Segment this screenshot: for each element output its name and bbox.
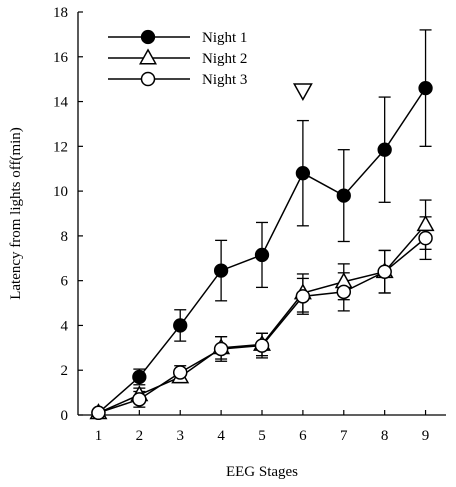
data-point	[336, 188, 351, 203]
y-ticks: 0 2 4 6 8 10 12 14 16 18	[53, 5, 83, 424]
data-point	[132, 369, 147, 385]
data-point	[140, 29, 156, 45]
data-point	[377, 142, 392, 157]
y-tick-label: 2	[61, 363, 69, 379]
data-point	[254, 247, 270, 263]
series-3-markers	[91, 230, 433, 421]
y-tick-label: 18	[53, 5, 68, 21]
y-tick-label: 14	[53, 95, 69, 111]
x-axis-title: EEG Stages	[226, 464, 298, 480]
data-point	[418, 230, 433, 246]
data-point	[416, 215, 435, 232]
annotation-layer	[292, 83, 313, 101]
data-point	[132, 392, 147, 407]
series-layer	[89, 29, 435, 421]
x-tick-label: 3	[176, 428, 184, 444]
data-point	[91, 405, 106, 421]
x-tick-label: 6	[299, 428, 307, 444]
x-ticks: 1 2 3 4 5 6 7 8 9	[95, 410, 430, 444]
y-tick-label: 10	[53, 184, 68, 200]
data-point	[418, 80, 433, 96]
annotation-marker	[292, 83, 313, 101]
series-2	[98, 199, 432, 414]
data-point	[140, 71, 156, 87]
data-point	[254, 338, 270, 353]
legend-label: Night 3	[202, 72, 247, 88]
data-point	[295, 289, 311, 304]
x-tick-label: 5	[258, 428, 266, 444]
x-tick-label: 8	[381, 428, 389, 444]
data-point	[213, 341, 229, 357]
data-point	[377, 264, 392, 279]
y-tick-label: 0	[61, 408, 69, 424]
data-point	[336, 284, 352, 300]
legend: Night 1 Night 2 Night 3	[108, 29, 247, 88]
y-tick-label: 16	[53, 50, 69, 66]
legend-label: Night 2	[202, 51, 247, 67]
y-tick-label: 4	[61, 318, 69, 334]
legend-item: Night 2	[108, 48, 247, 67]
y-tick-label: 8	[61, 229, 69, 245]
data-point	[139, 48, 157, 65]
x-tick-label: 9	[422, 428, 430, 444]
x-tick-label: 2	[136, 428, 144, 444]
legend-label: Night 1	[202, 30, 247, 46]
x-tick-label: 7	[340, 428, 348, 444]
legend-item: Night 1	[108, 29, 247, 46]
series-3	[98, 216, 432, 414]
data-point	[173, 318, 188, 333]
y-tick-label: 12	[53, 139, 68, 155]
legend-item: Night 3	[108, 71, 247, 88]
x-tick-label: 1	[95, 428, 103, 444]
data-point	[295, 166, 311, 181]
y-axis-title: Latency from lights off(min)	[8, 127, 24, 300]
data-point	[172, 365, 188, 380]
x-tick-label: 4	[217, 428, 225, 444]
y-tick-label: 6	[61, 274, 69, 290]
data-point	[213, 263, 229, 278]
